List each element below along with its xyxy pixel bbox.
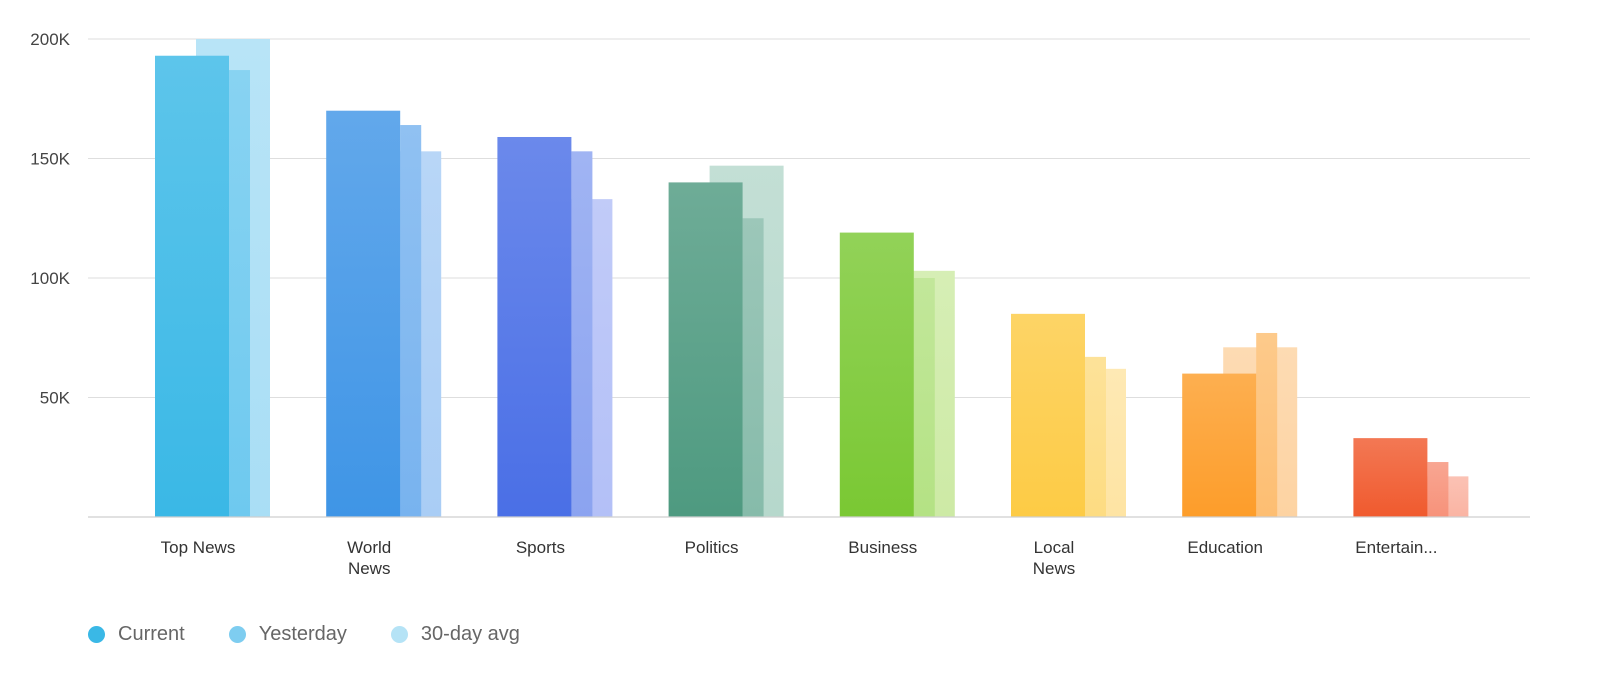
bar-group (1182, 332, 1298, 517)
bar-yesterday[interactable] (229, 70, 250, 517)
bar-current[interactable] (155, 55, 229, 517)
legend-item-30-day-avg[interactable]: 30-day avg (390, 622, 520, 646)
x-tick-label: Sports (516, 538, 565, 557)
y-tick-label: 150K (30, 150, 70, 169)
x-tick-label: Top News (161, 538, 236, 557)
bar-current[interactable] (839, 232, 914, 517)
legend: Current Yesterday 30-day avg (88, 620, 564, 648)
bar-yesterday[interactable] (1427, 462, 1449, 517)
bar-current[interactable] (1353, 438, 1428, 517)
bar-group (1011, 313, 1126, 517)
bar-yesterday[interactable] (400, 125, 422, 517)
bar-groups (155, 39, 1469, 518)
legend-label-30-day-avg: 30-day avg (420, 622, 520, 645)
bar-yesterday[interactable] (1256, 332, 1278, 517)
bar-yesterday[interactable] (913, 278, 935, 517)
x-tick-label: Local News (1033, 538, 1076, 578)
bar-current[interactable] (1011, 313, 1085, 517)
bar-group (1353, 438, 1469, 517)
x-tick-label: Business (848, 538, 917, 557)
bar-current[interactable] (326, 110, 401, 517)
legend-label-yesterday: Yesterday (258, 622, 347, 645)
legend-marker-current (88, 625, 105, 643)
bar-group (497, 136, 613, 518)
bar-current[interactable] (668, 182, 743, 517)
y-tick-label: 50K (40, 389, 71, 408)
y-tick-label: 200K (30, 30, 70, 49)
legend-marker-yesterday (228, 625, 246, 643)
legend-item-current[interactable]: Current (88, 623, 185, 646)
bar-group (839, 232, 955, 517)
x-axis: Top News World News Sports Politics Business L… (161, 538, 1438, 578)
x-tick-label: World News (347, 538, 391, 578)
bar-current[interactable] (497, 136, 572, 518)
bar-group (155, 39, 270, 517)
y-tick-label: 100K (30, 269, 70, 288)
x-tick-label: Education (1187, 538, 1263, 557)
x-tick-label: Politics (685, 538, 739, 557)
legend-label-current: Current (118, 622, 185, 645)
gridlines (88, 38, 1530, 398)
bar-yesterday[interactable] (742, 218, 764, 517)
y-axis: 50K 100K 150K 200K (30, 30, 70, 408)
bar-current[interactable] (1182, 373, 1257, 517)
x-tick-label: Entertain... (1355, 538, 1437, 557)
bar-group (326, 110, 442, 517)
bar-yesterday[interactable] (571, 151, 593, 517)
legend-marker-30-day-avg (390, 625, 408, 643)
bar-yesterday[interactable] (1085, 356, 1106, 517)
bar-group (668, 165, 784, 518)
legend-item-yesterday[interactable]: Yesterday (228, 622, 347, 646)
